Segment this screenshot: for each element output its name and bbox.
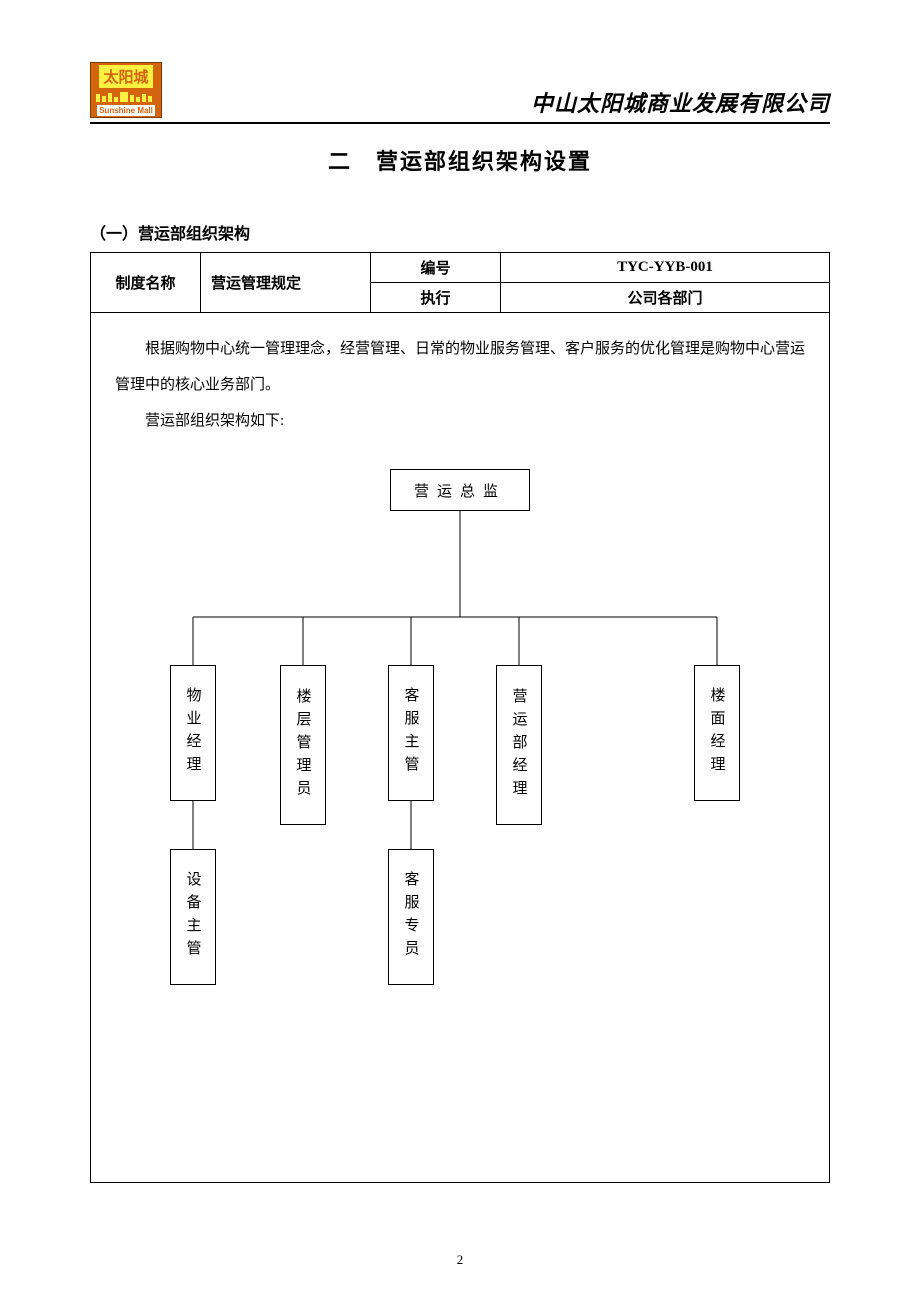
document-header: 太阳城 Sunshine Mall 中山太阳城商业发展有限公司 — [90, 62, 830, 124]
org-node-equipment-supervisor: 设备主管 — [170, 849, 216, 985]
value-exec: 公司各部门 — [501, 283, 830, 313]
logo-skyline-icon — [96, 90, 156, 102]
org-node-cs-specialist: 客服专员 — [388, 849, 434, 985]
org-node-cs-supervisor: 客服主管 — [388, 665, 434, 801]
org-node-floor-manager: 楼面经理 — [694, 665, 740, 801]
org-node-property-manager: 物业经理 — [170, 665, 216, 801]
logo-text-cn: 太阳城 — [99, 65, 152, 88]
page-title: 二 营运部组织架构设置 — [90, 144, 830, 176]
org-chart-connectors — [140, 469, 780, 1029]
label-code: 编号 — [371, 253, 501, 283]
logo-text-en: Sunshine Mall — [97, 105, 155, 116]
paragraph-1: 根据购物中心统一管理理念，经营管理、日常的物业服务管理、客户服务的优化管理是购物… — [115, 331, 805, 403]
section-subtitle: （一）营运部组织架构 — [90, 220, 830, 244]
org-chart: 营运总监 物业经理 楼层管理员 客服主管 营运部经理 楼面经理 设备主管 客服专… — [140, 469, 780, 1029]
org-node-director: 营运总监 — [390, 469, 530, 511]
page-number: 2 — [0, 1252, 920, 1268]
label-system-name: 制度名称 — [91, 253, 201, 313]
value-code: TYC-YYB-001 — [501, 253, 830, 283]
company-name: 中山太阳城商业发展有限公司 — [531, 86, 830, 118]
paragraph-2: 营运部组织架构如下: — [115, 403, 805, 439]
label-exec: 执行 — [371, 283, 501, 313]
value-system-name: 营运管理规定 — [201, 253, 371, 313]
info-table: 制度名称 营运管理规定 编号 TYC-YYB-001 执行 公司各部门 — [90, 252, 830, 313]
content-box: 根据购物中心统一管理理念，经营管理、日常的物业服务管理、客户服务的优化管理是购物… — [90, 313, 830, 1183]
org-node-floor-admin: 楼层管理员 — [280, 665, 326, 825]
logo: 太阳城 Sunshine Mall — [90, 62, 162, 118]
org-node-ops-manager: 营运部经理 — [496, 665, 542, 825]
